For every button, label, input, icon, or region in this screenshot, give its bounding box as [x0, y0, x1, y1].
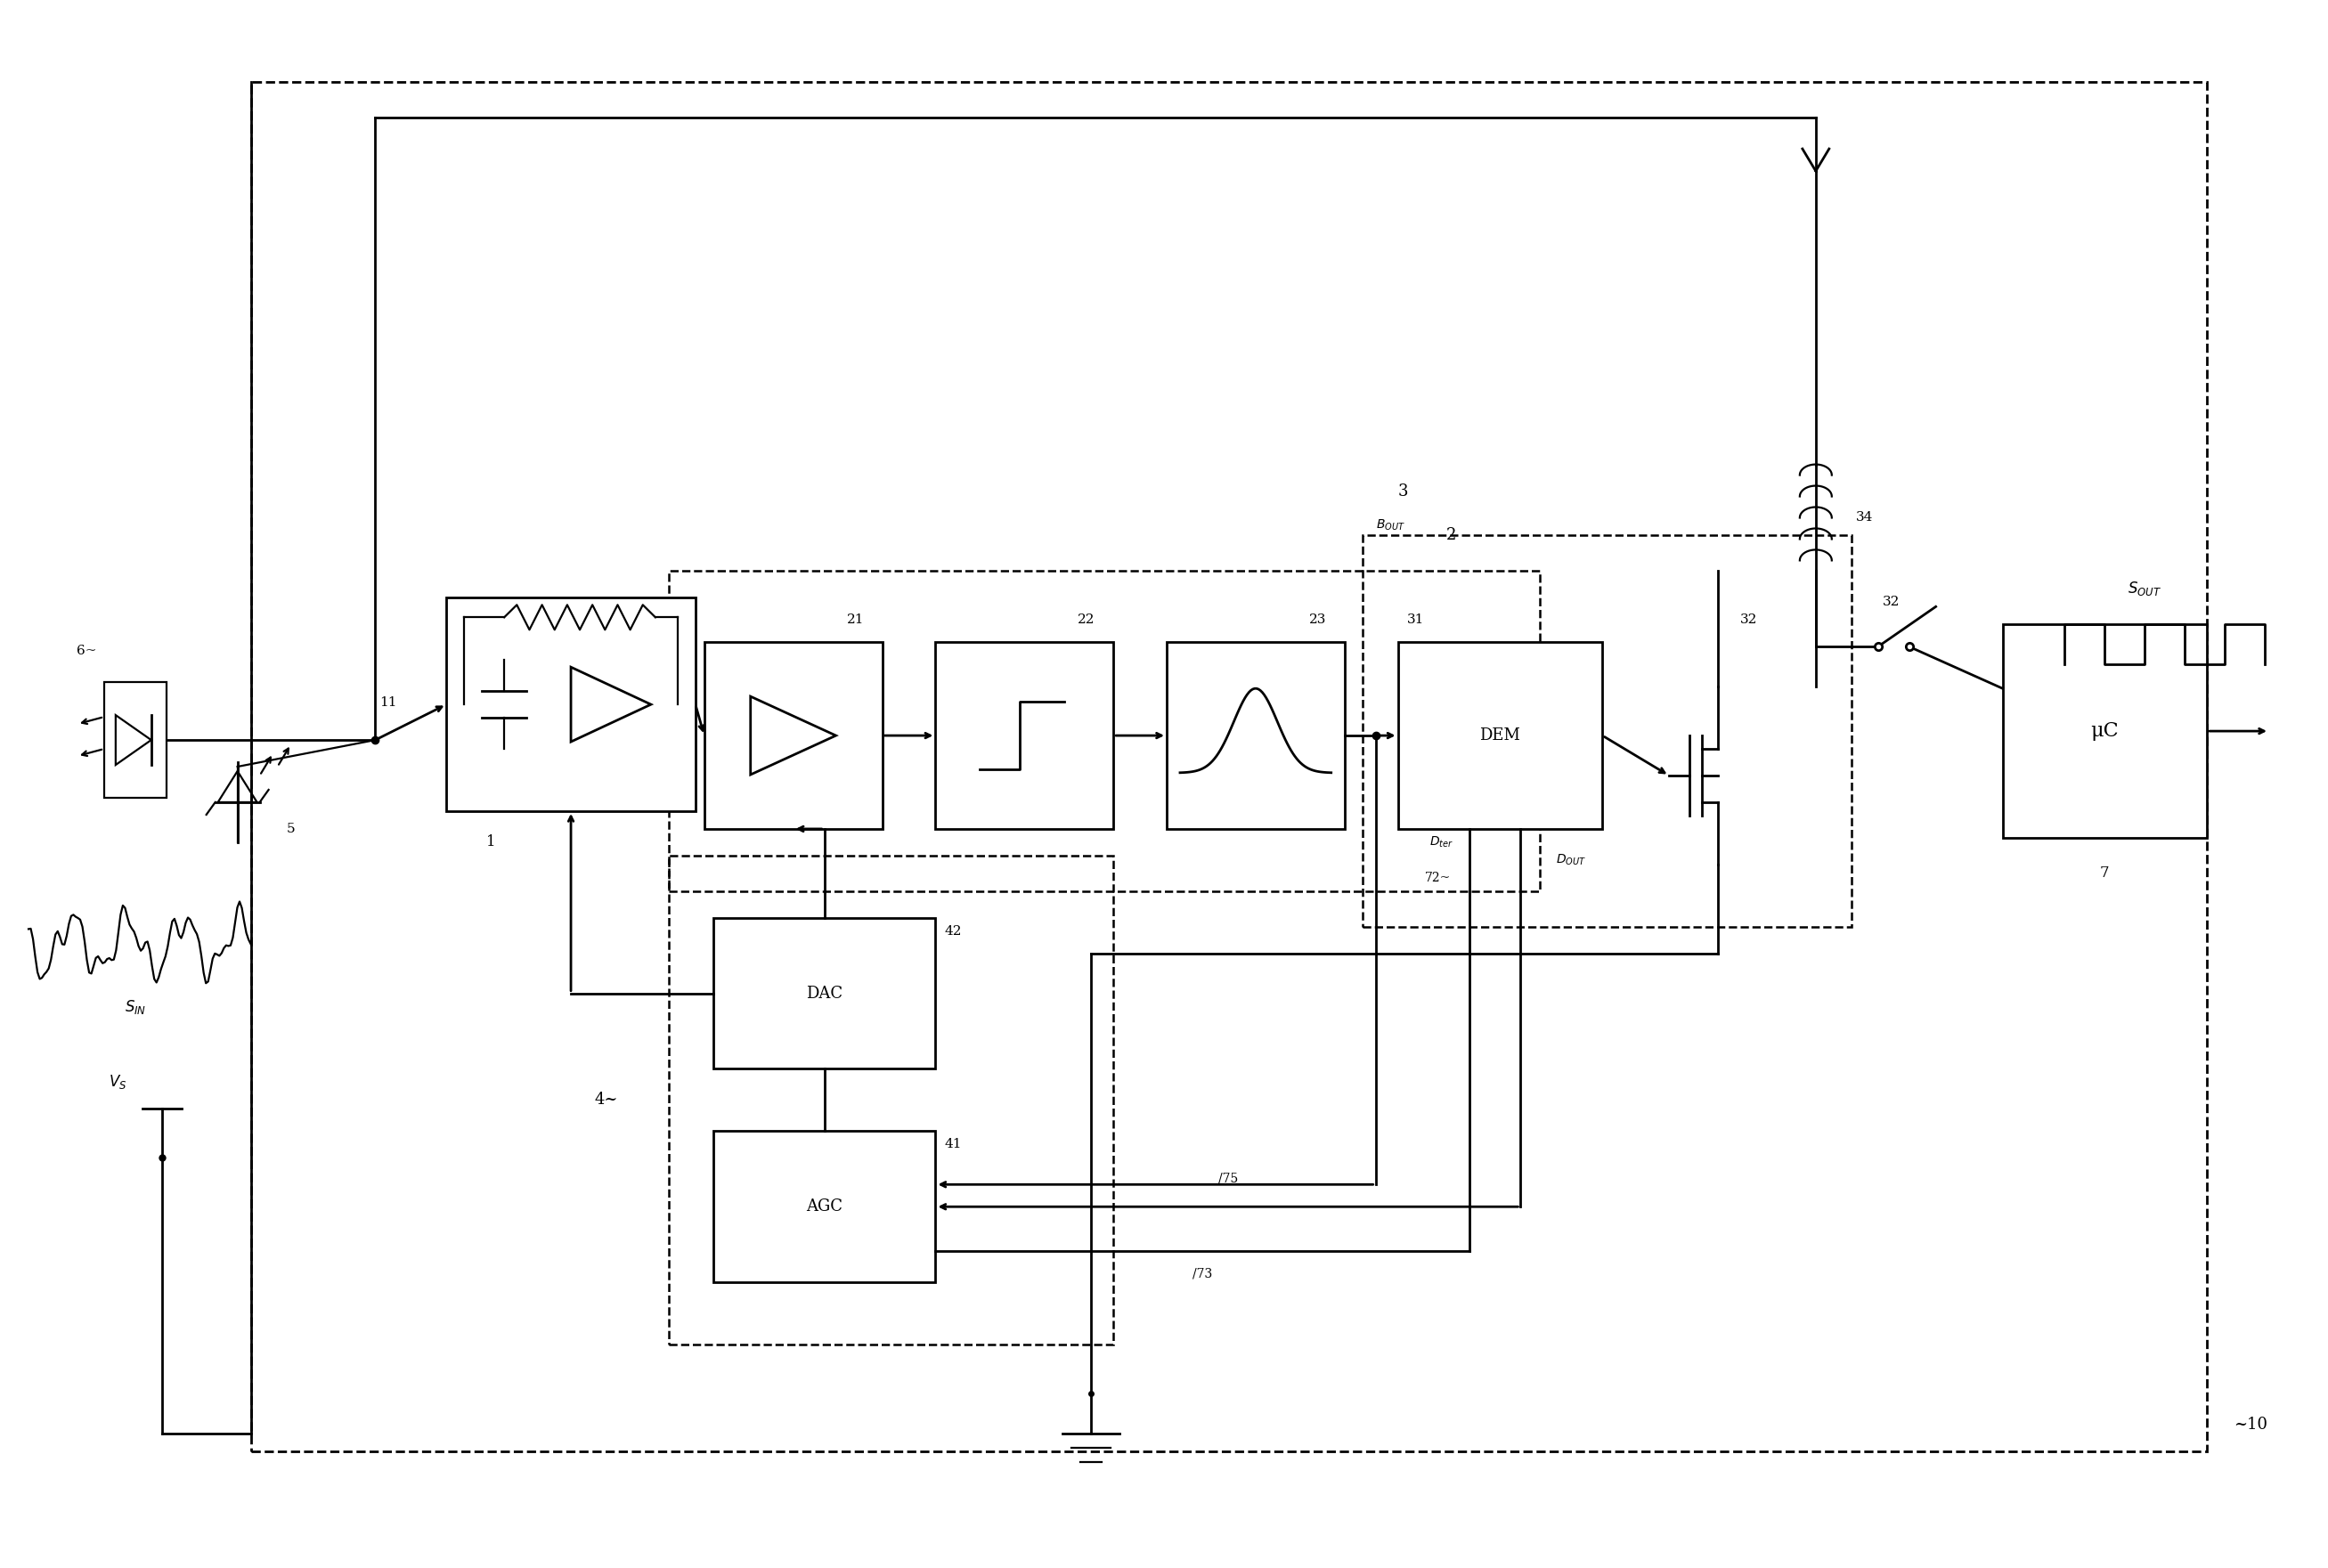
Text: 3: 3	[1397, 483, 1408, 499]
Text: 1: 1	[487, 834, 496, 850]
Text: AGC: AGC	[805, 1198, 843, 1215]
FancyBboxPatch shape	[1166, 643, 1346, 829]
Text: 41: 41	[945, 1138, 961, 1151]
Text: 22: 22	[1078, 613, 1096, 626]
Text: DAC: DAC	[805, 985, 843, 1002]
Text: 32: 32	[1883, 596, 1900, 608]
FancyBboxPatch shape	[712, 1131, 936, 1283]
Text: $D_{ter}$: $D_{ter}$	[1429, 834, 1453, 850]
FancyBboxPatch shape	[2002, 624, 2207, 837]
Text: $D_{OUT}$: $D_{OUT}$	[1555, 853, 1585, 867]
FancyBboxPatch shape	[1397, 643, 1602, 829]
FancyBboxPatch shape	[705, 643, 882, 829]
Text: $V_S$: $V_S$	[109, 1074, 126, 1091]
Text: DEM: DEM	[1481, 728, 1520, 743]
Text: 5: 5	[286, 823, 296, 836]
Text: 21: 21	[847, 613, 864, 626]
Text: $S_{IN}$: $S_{IN}$	[123, 997, 147, 1016]
Text: μC: μC	[2091, 721, 2118, 742]
Text: 32: 32	[1741, 613, 1758, 626]
FancyBboxPatch shape	[105, 682, 165, 798]
Text: ~10: ~10	[2233, 1416, 2267, 1433]
Text: 6~: 6~	[77, 644, 95, 657]
FancyBboxPatch shape	[712, 917, 936, 1069]
Text: 2: 2	[1446, 527, 1457, 544]
FancyBboxPatch shape	[447, 597, 696, 811]
Text: 7: 7	[2100, 866, 2109, 881]
Text: 4~: 4~	[594, 1091, 619, 1109]
Text: $S_{OUT}$: $S_{OUT}$	[2128, 580, 2163, 597]
Text: 42: 42	[945, 925, 961, 938]
Text: $B_{OUT}$: $B_{OUT}$	[1376, 517, 1404, 532]
Text: /73: /73	[1192, 1267, 1213, 1279]
Text: 23: 23	[1308, 613, 1327, 626]
Text: 72~: 72~	[1425, 872, 1450, 884]
Text: 11: 11	[379, 696, 398, 709]
Text: 31: 31	[1406, 613, 1425, 626]
Text: /75: /75	[1218, 1171, 1238, 1184]
FancyBboxPatch shape	[936, 643, 1113, 829]
Text: 34: 34	[1855, 511, 1874, 524]
